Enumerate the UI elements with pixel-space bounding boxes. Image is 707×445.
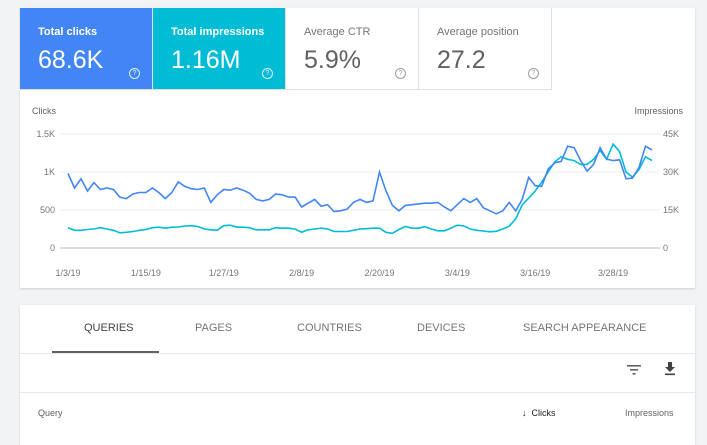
- right-tick-label: 45K: [663, 129, 679, 139]
- help-icon[interactable]: ?: [262, 68, 273, 79]
- left-tick-label: 500: [40, 205, 55, 215]
- series-line-clicks: [67, 144, 653, 215]
- x-tick-label: 1/15/19: [131, 268, 161, 278]
- help-icon[interactable]: ?: [395, 68, 406, 79]
- tab-devices[interactable]: DEVICES: [417, 322, 466, 334]
- performance-card: Total clicks 68.6K ? Total impressions 1…: [20, 8, 695, 288]
- left-tick-label: 0: [50, 243, 55, 253]
- x-tick-label: 2/8/19: [289, 268, 314, 278]
- series-line-impressions: [67, 142, 653, 235]
- left-axis-label: Clicks: [32, 106, 56, 116]
- metric-total-impressions[interactable]: Total impressions 1.16M ?: [153, 8, 286, 90]
- divider: [20, 392, 695, 393]
- left-tick-label: 1.5K: [36, 129, 55, 139]
- x-tick-label: 1/27/19: [209, 268, 239, 278]
- metric-value: 68.6K: [38, 46, 104, 74]
- right-tick-label: 15K: [663, 205, 679, 215]
- column-header-query[interactable]: Query: [38, 408, 63, 418]
- metric-value: 1.16M: [171, 46, 241, 74]
- performance-chart[interactable]: Clicks Impressions 0 0 500 15K 1K 30K 1.5K 45K 1…: [20, 98, 695, 298]
- column-header-impressions[interactable]: Impressions: [625, 408, 674, 418]
- metric-label: Average CTR: [304, 26, 371, 38]
- tab-pages[interactable]: PAGES: [195, 322, 233, 334]
- help-icon[interactable]: ?: [528, 68, 539, 79]
- sort-arrow-icon: ↓: [522, 408, 527, 418]
- filter-icon[interactable]: [627, 364, 641, 376]
- metric-label: Total clicks: [38, 26, 98, 38]
- metric-label: Total impressions: [171, 26, 265, 38]
- right-tick-label: 0: [663, 243, 668, 253]
- download-icon[interactable]: [664, 362, 676, 376]
- metric-average-ctr[interactable]: Average CTR 5.9% ?: [286, 8, 419, 90]
- x-tick-label: 2/20/19: [364, 268, 394, 278]
- right-tick-label: 30K: [663, 167, 679, 177]
- tab-search-appearance[interactable]: SEARCH APPEARANCE: [523, 322, 647, 334]
- divider: [20, 353, 695, 354]
- x-tick-label: 3/28/19: [598, 268, 628, 278]
- right-axis-label: Impressions: [634, 106, 683, 116]
- table-card: QUERIES PAGES COUNTRIES DEVICES SEARCH A…: [20, 305, 695, 445]
- tab-queries[interactable]: QUERIES: [84, 322, 134, 334]
- column-header-clicks[interactable]: ↓ Clicks: [522, 408, 556, 418]
- left-tick-label: 1K: [44, 167, 55, 177]
- x-tick-label: 1/3/19: [55, 268, 80, 278]
- metric-total-clicks[interactable]: Total clicks 68.6K ?: [20, 8, 153, 90]
- metric-average-position[interactable]: Average position 27.2 ?: [419, 8, 552, 90]
- help-icon[interactable]: ?: [129, 68, 140, 79]
- metric-value: 27.2: [437, 46, 486, 74]
- metric-value: 5.9%: [304, 46, 361, 74]
- active-tab-indicator: [52, 351, 159, 353]
- tab-countries[interactable]: COUNTRIES: [297, 322, 362, 334]
- metric-label: Average position: [437, 26, 519, 38]
- x-tick-label: 3/4/19: [445, 268, 470, 278]
- column-label: Clicks: [531, 408, 556, 418]
- x-tick-label: 3/16/19: [520, 268, 550, 278]
